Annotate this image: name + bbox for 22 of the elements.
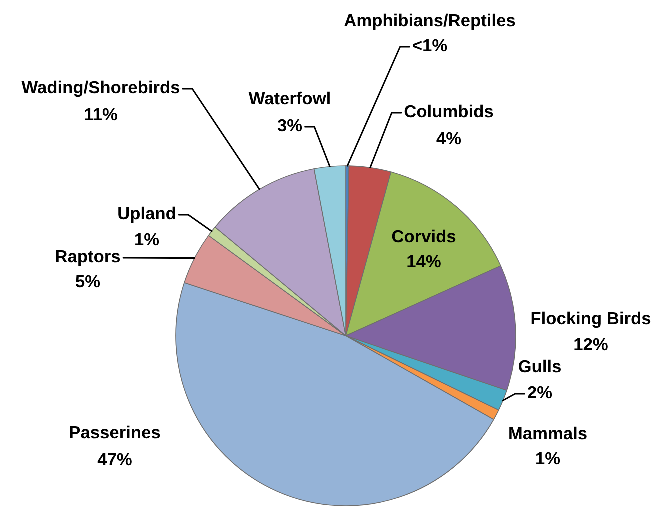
slice-label: Gulls [519, 360, 561, 373]
slice-label: Wading/Shorebirds [22, 80, 180, 98]
data-label: 11% [85, 108, 118, 121]
slice-label: Amphibians/Reptiles [344, 14, 516, 30]
data-label: 12% [574, 338, 608, 351]
slice-label: Passerines [70, 426, 160, 439]
slice-label: Columbids [404, 104, 494, 118]
data-label: 1% [136, 233, 160, 246]
data-label: 14% [408, 255, 441, 268]
slice-label: Corvids [392, 230, 456, 243]
data-label: 1% [536, 452, 560, 465]
data-label: 3% [278, 119, 302, 132]
slice-label: Upland [118, 206, 176, 224]
data-label: 4% [436, 132, 462, 145]
data-label: 5% [76, 275, 100, 288]
slice-label: Waterfowl [248, 92, 330, 105]
slice-label: Mammals [510, 426, 587, 440]
slice-label: Raptors [56, 250, 120, 266]
data-label: 47% [98, 453, 132, 466]
data-label: 2% [528, 386, 552, 399]
slice-label: Flocking Birds [532, 312, 651, 328]
data-label: <1% [413, 39, 448, 52]
